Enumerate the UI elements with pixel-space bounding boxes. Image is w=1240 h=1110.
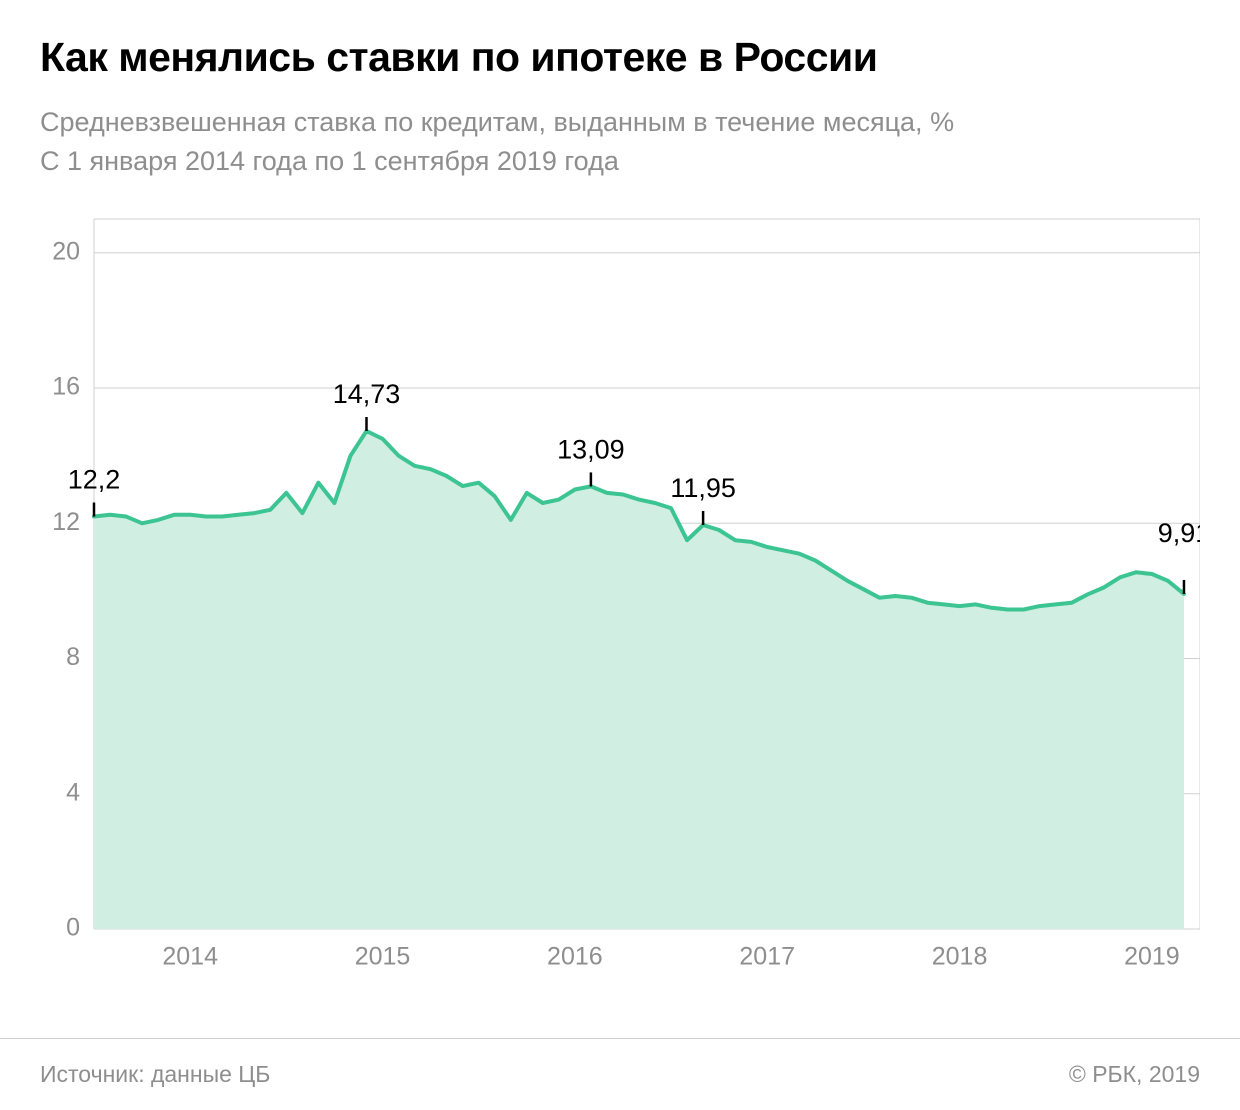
chart-subtitle: Средневзвешенная ставка по кредитам, выд…	[40, 103, 1200, 181]
svg-text:16: 16	[52, 373, 80, 401]
footer-source: Источник: данные ЦБ	[40, 1061, 270, 1088]
subtitle-line-1: Средневзвешенная ставка по кредитам, выд…	[40, 103, 1200, 142]
svg-text:0: 0	[66, 914, 80, 942]
chart-container: Как менялись ставки по ипотеке в России …	[0, 0, 1240, 1110]
svg-text:13,09: 13,09	[557, 435, 625, 465]
svg-text:2016: 2016	[547, 943, 603, 971]
svg-text:2014: 2014	[162, 943, 218, 971]
area-chart-svg: 0 4 8 12 16 20 2014 2015 2016 2017 2018 2019 12,2 14,…	[40, 209, 1200, 989]
svg-text:2018: 2018	[932, 943, 988, 971]
svg-text:2017: 2017	[739, 943, 795, 971]
svg-text:12,2: 12,2	[68, 465, 121, 495]
chart-footer: Источник: данные ЦБ © РБК, 2019	[0, 1038, 1240, 1110]
subtitle-line-2: С 1 января 2014 года по 1 сентября 2019 …	[40, 142, 1200, 181]
chart-area: 0 4 8 12 16 20 2014 2015 2016 2017 2018 2019 12,2 14,…	[40, 209, 1200, 989]
svg-text:2019: 2019	[1124, 943, 1180, 971]
svg-text:12: 12	[52, 508, 80, 536]
svg-text:9,91: 9,91	[1158, 518, 1200, 548]
svg-text:11,95: 11,95	[670, 473, 736, 503]
footer-copyright: © РБК, 2019	[1069, 1061, 1200, 1088]
chart-title: Как менялись ставки по ипотеке в России	[40, 34, 1200, 81]
svg-text:4: 4	[66, 779, 80, 807]
svg-text:20: 20	[52, 238, 80, 266]
svg-text:14,73: 14,73	[333, 379, 401, 409]
svg-text:2015: 2015	[355, 943, 411, 971]
svg-text:8: 8	[66, 643, 80, 671]
